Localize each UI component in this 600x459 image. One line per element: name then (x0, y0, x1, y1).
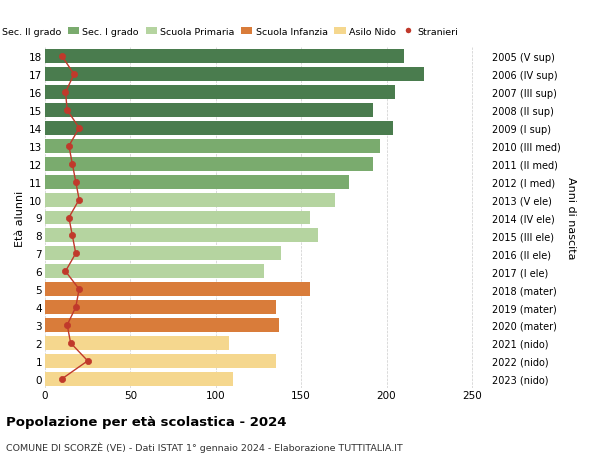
Bar (45, 229, 318, 243)
Bar (45, 283, 310, 297)
Bar (45, 50, 404, 64)
Point (61, 268, 70, 275)
Bar (45, 175, 349, 189)
Bar (45, 157, 373, 171)
Point (61, 89, 70, 96)
Bar (45, 193, 335, 207)
Point (74, 286, 84, 293)
Y-axis label: Anni di nascita: Anni di nascita (566, 177, 576, 259)
Bar (45, 372, 233, 386)
Point (71, 250, 80, 257)
Bar (45, 265, 263, 279)
Point (74, 125, 84, 132)
Point (64, 143, 74, 150)
Bar (45, 86, 395, 100)
Y-axis label: Età alunni: Età alunni (15, 190, 25, 246)
Point (74, 196, 84, 204)
Point (71, 179, 80, 186)
Bar (45, 247, 281, 261)
Point (62, 107, 72, 114)
Bar (45, 122, 394, 135)
Point (62, 322, 72, 329)
Bar (45, 211, 310, 225)
Point (69, 71, 79, 78)
Bar (45, 140, 380, 153)
Bar (45, 354, 275, 368)
Legend: Sec. II grado, Sec. I grado, Scuola Primaria, Scuola Infanzia, Asilo Nido, Stran: Sec. II grado, Sec. I grado, Scuola Prim… (0, 28, 458, 37)
Bar (45, 104, 373, 118)
Point (57, 53, 67, 61)
Text: COMUNE DI SCORZÈ (VE) - Dati ISTAT 1° gennaio 2024 - Elaborazione TUTTITALIA.IT: COMUNE DI SCORZÈ (VE) - Dati ISTAT 1° ge… (6, 442, 403, 452)
Point (64, 214, 74, 222)
Bar (45, 68, 424, 82)
Text: Popolazione per età scolastica - 2024: Popolazione per età scolastica - 2024 (6, 415, 287, 428)
Bar (45, 336, 229, 350)
Bar (45, 318, 279, 332)
Point (83, 358, 92, 365)
Point (66, 340, 76, 347)
Point (68, 161, 77, 168)
Bar (45, 301, 275, 314)
Point (68, 232, 77, 240)
Point (71, 304, 80, 311)
Point (57, 375, 67, 383)
